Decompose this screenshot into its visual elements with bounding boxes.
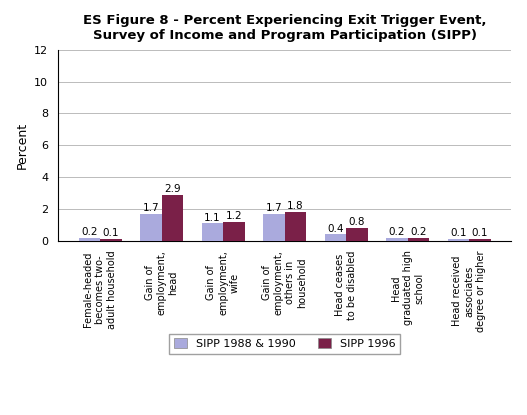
- Bar: [223, 222, 245, 241]
- Bar: [285, 212, 306, 241]
- Y-axis label: Percent: Percent: [16, 122, 28, 169]
- Text: 1.1: 1.1: [204, 212, 221, 222]
- Text: 1.7: 1.7: [266, 203, 282, 213]
- Text: 1.2: 1.2: [226, 211, 242, 221]
- Text: 0.8: 0.8: [348, 217, 365, 227]
- Title: ES Figure 8 - Percent Experiencing Exit Trigger Event,
Survey of Income and Prog: ES Figure 8 - Percent Experiencing Exit …: [83, 14, 486, 42]
- Text: 0.1: 0.1: [450, 229, 466, 239]
- Bar: [325, 234, 346, 241]
- Bar: [469, 239, 491, 241]
- Bar: [346, 228, 368, 241]
- Bar: [447, 239, 469, 241]
- Text: 0.4: 0.4: [327, 224, 344, 234]
- Bar: [100, 239, 122, 241]
- Bar: [263, 214, 285, 241]
- Bar: [162, 195, 183, 241]
- Bar: [140, 214, 162, 241]
- Bar: [201, 223, 223, 241]
- Text: 0.2: 0.2: [410, 227, 426, 237]
- Bar: [386, 237, 407, 241]
- Bar: [407, 237, 429, 241]
- Text: 2.9: 2.9: [164, 184, 181, 194]
- Text: 1.7: 1.7: [142, 203, 159, 213]
- Bar: [79, 237, 100, 241]
- Text: 0.2: 0.2: [81, 227, 97, 237]
- Text: 0.1: 0.1: [103, 229, 119, 239]
- Text: 0.1: 0.1: [472, 229, 488, 239]
- Legend: SIPP 1988 & 1990, SIPP 1996: SIPP 1988 & 1990, SIPP 1996: [169, 334, 400, 354]
- Text: 1.8: 1.8: [287, 201, 304, 211]
- Text: 0.2: 0.2: [388, 227, 405, 237]
